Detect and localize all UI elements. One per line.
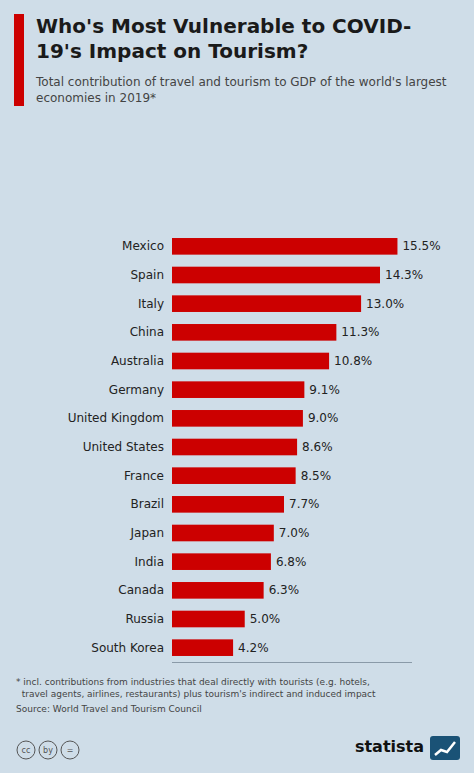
x-axis-line [172, 662, 412, 663]
bar [172, 295, 361, 312]
license-label: by [43, 746, 53, 755]
logo-icon [430, 736, 460, 760]
license-circle [61, 741, 79, 759]
bars [172, 238, 397, 656]
data-label: 9.1% [309, 383, 340, 397]
data-label: 8.6% [302, 440, 333, 454]
bar [172, 553, 271, 570]
bar [172, 238, 397, 255]
data-label: 6.8% [276, 555, 307, 569]
data-label: 7.0% [279, 526, 310, 540]
footnote: * incl. contributions from industries th… [16, 676, 466, 688]
license-icons: cc by = [17, 741, 79, 759]
footer: * incl. contributions from industries th… [16, 676, 466, 715]
category-label: Canada [118, 583, 164, 597]
bar [172, 496, 284, 513]
category-label: France [124, 469, 164, 483]
category-label: Italy [138, 297, 164, 311]
bar [172, 582, 264, 599]
header: Who's Most Vulnerable to COVID-19's Impa… [14, 14, 454, 106]
category-label: United Kingdom [68, 411, 164, 425]
bar [172, 611, 245, 628]
subtitle: Total contribution of travel and tourism… [36, 74, 454, 106]
category-label: Brazil [131, 497, 165, 511]
data-label: 15.5% [402, 239, 440, 253]
category-label: Australia [111, 354, 164, 368]
data-label: 13.0% [366, 297, 404, 311]
category-label: India [135, 555, 164, 569]
data-label: 7.7% [289, 497, 320, 511]
bar [172, 639, 233, 656]
category-label: Spain [130, 268, 164, 282]
data-label: 9.0% [308, 411, 339, 425]
bar [172, 381, 304, 398]
title: Who's Most Vulnerable to COVID-19's Impa… [36, 14, 454, 64]
category-label: South Korea [91, 641, 164, 655]
chart: Mexico 15.5% Spain 14.3% Italy 13.0% China 11.3… [0, 0, 474, 773]
category-label: United States [83, 440, 164, 454]
license-label: cc [22, 746, 31, 755]
bar [172, 324, 336, 341]
category-label: China [130, 325, 164, 339]
category-label: Russia [125, 612, 164, 626]
license-label: = [67, 746, 74, 755]
title-block: Who's Most Vulnerable to COVID-19's Impa… [36, 14, 454, 106]
license-circle [17, 741, 35, 759]
data-label: 10.8% [334, 354, 372, 368]
footnote: Source: World Travel and Tourism Council [16, 703, 466, 715]
logo-text: statista [355, 737, 424, 756]
accent-bar [14, 14, 24, 106]
license-circle [39, 741, 57, 759]
category-label: Japan [130, 526, 164, 540]
data-label: 5.0% [250, 612, 281, 626]
data-label: 11.3% [341, 325, 379, 339]
bar [172, 267, 380, 284]
bar [172, 353, 329, 370]
labels: Mexico 15.5% Spain 14.3% Italy 13.0% China 11.3… [68, 239, 441, 654]
category-label: Germany [109, 383, 164, 397]
bar [172, 439, 297, 456]
footnote: travel agents, airlines, restaurants) pl… [16, 688, 466, 700]
bar [172, 525, 274, 542]
data-label: 4.2% [238, 641, 269, 655]
data-label: 6.3% [269, 583, 300, 597]
data-label: 8.5% [301, 469, 332, 483]
bar [172, 467, 296, 484]
bar [172, 410, 303, 427]
data-label: 14.3% [385, 268, 423, 282]
category-label: Mexico [122, 239, 164, 253]
